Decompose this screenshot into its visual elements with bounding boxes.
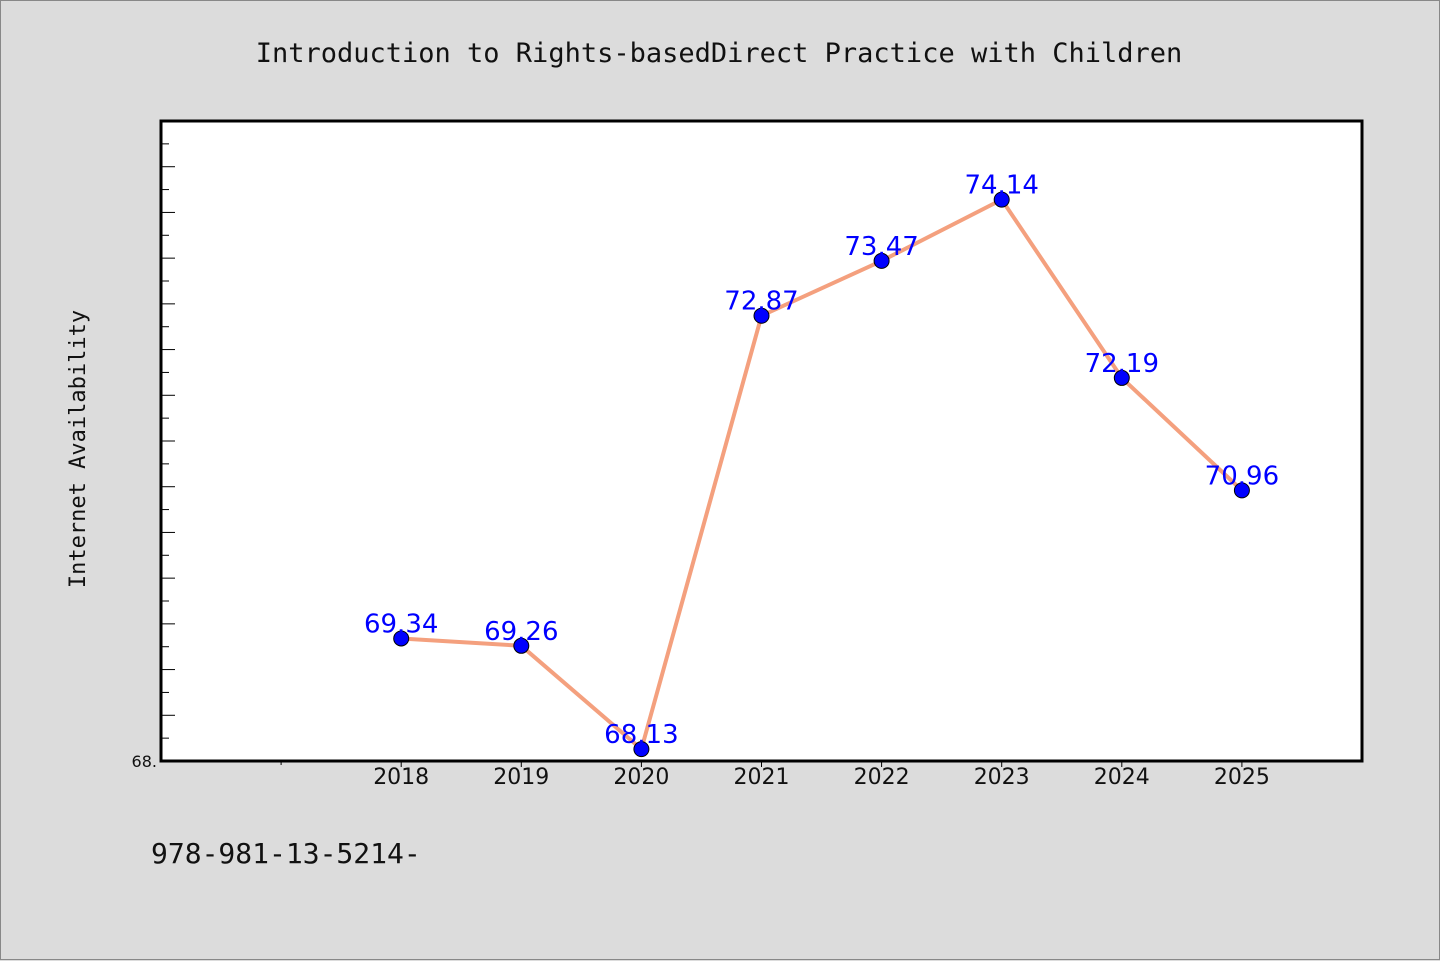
y-tick-label: 68. <box>132 752 157 771</box>
data-label: 73.47 <box>844 232 918 262</box>
y-axis-label: Internet Availability <box>66 310 91 588</box>
x-axis-ticks <box>280 761 1243 767</box>
chart-title: Introduction to Rights-basedDirect Pract… <box>256 38 1183 69</box>
data-label: 72.87 <box>724 287 798 317</box>
x-tick-label: 2023 <box>974 765 1030 790</box>
x-tick-label: 2022 <box>854 765 910 790</box>
data-point <box>393 630 410 647</box>
x-tick-label: 2019 <box>493 765 549 790</box>
data-labels: 69.34 69.26 68.13 72.87 73.47 74.14 72.19 70.96 <box>364 171 1279 750</box>
x-axis-tick-labels: 2018 2019 2020 2021 2022 2023 2024 2025 <box>373 765 1270 790</box>
data-point <box>1113 369 1130 386</box>
data-label: 74.14 <box>964 171 1038 201</box>
data-label: 68.13 <box>604 720 678 750</box>
x-tick-label: 2018 <box>373 765 429 790</box>
data-point <box>753 307 770 324</box>
y-axis-ticks <box>161 120 175 762</box>
data-label: 70.96 <box>1205 461 1279 491</box>
plot-area <box>159 119 1364 763</box>
data-point <box>513 637 530 654</box>
data-label: 69.34 <box>364 609 438 639</box>
series-line <box>401 197 1244 752</box>
data-point <box>633 741 650 758</box>
x-tick-label: 2025 <box>1214 765 1270 790</box>
x-tick-label: 2021 <box>734 765 790 790</box>
isbn-text: 978-981-13-5214- <box>151 837 421 870</box>
data-point <box>993 191 1010 208</box>
data-label: 72.19 <box>1085 349 1159 379</box>
data-point <box>1233 482 1250 499</box>
data-label: 69.26 <box>484 617 558 647</box>
data-point <box>873 252 890 269</box>
data-markers <box>393 191 1250 758</box>
x-tick-label: 2020 <box>613 765 669 790</box>
x-tick-label: 2024 <box>1094 765 1150 790</box>
